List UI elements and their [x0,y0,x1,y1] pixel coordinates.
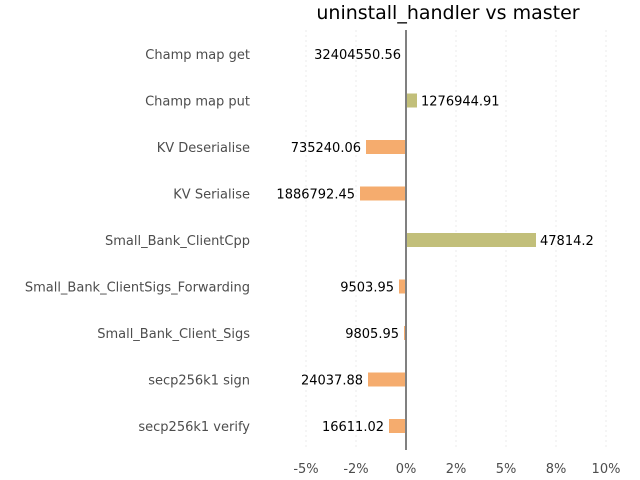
x-axis-ticks: -5% -2% 0% 2% 5% 8% 10% [293,462,620,477]
bar-champ-map-put [406,93,417,108]
chart-title: uninstall_handler vs master [316,2,579,24]
category-label-secp256k1-verify: secp256k1 verify [138,420,250,435]
bar-secp256k1-sign [368,372,406,387]
category-label-small-bank-clientsigs-forwarding: Small_Bank_ClientSigs_Forwarding [25,281,250,296]
x-tick-label: -2% [343,462,368,477]
category-labels: Champ map get Champ map put KV Deserialise… [25,48,250,435]
category-label-kv-deserialise: KV Deserialise [157,141,250,156]
category-label-champ-map-put: Champ map put [145,95,250,110]
category-label-small-bank-client-sigs: Small_Bank_Client_Sigs [97,327,250,342]
data-label-kv-serialise: 1886792.45 [276,188,355,203]
bar-secp256k1-verify [389,419,406,433]
data-label-secp256k1-verify: 16611.02 [322,420,384,435]
bar-small-bank-clientcpp [406,233,536,247]
data-label-small-bank-clientcpp: 47814.2 [540,234,594,249]
x-tick-label: -5% [293,462,318,477]
bars [360,93,536,433]
category-label-small-bank-clientcpp: Small_Bank_ClientCpp [105,234,250,249]
data-label-kv-deserialise: 735240.06 [291,141,361,156]
x-tick-label: 0% [396,462,417,477]
data-label-small-bank-client-sigs: 9805.95 [345,327,399,342]
data-label-champ-map-put: 1276944.91 [421,95,500,110]
x-tick-label: 5% [496,462,517,477]
category-label-kv-serialise: KV Serialise [173,188,250,203]
data-label-small-bank-clientsigs-forwarding: 9503.95 [340,281,394,296]
category-label-champ-map-get: Champ map get [145,48,250,63]
x-tick-label: 10% [592,462,621,477]
data-label-secp256k1-sign: 24037.88 [301,374,363,389]
category-label-secp256k1-sign: secp256k1 sign [148,374,250,389]
x-tick-label: 2% [446,462,467,477]
data-label-champ-map-get: 32404550.56 [314,48,401,63]
x-tick-label: 8% [546,462,567,477]
data-labels: 32404550.56 1276944.91 735240.06 1886792.45… [276,48,593,435]
bar-kv-serialise [360,186,406,201]
bar-kv-deserialise [366,140,406,154]
bar-small-bank-clientsigs-forwarding [399,279,406,294]
